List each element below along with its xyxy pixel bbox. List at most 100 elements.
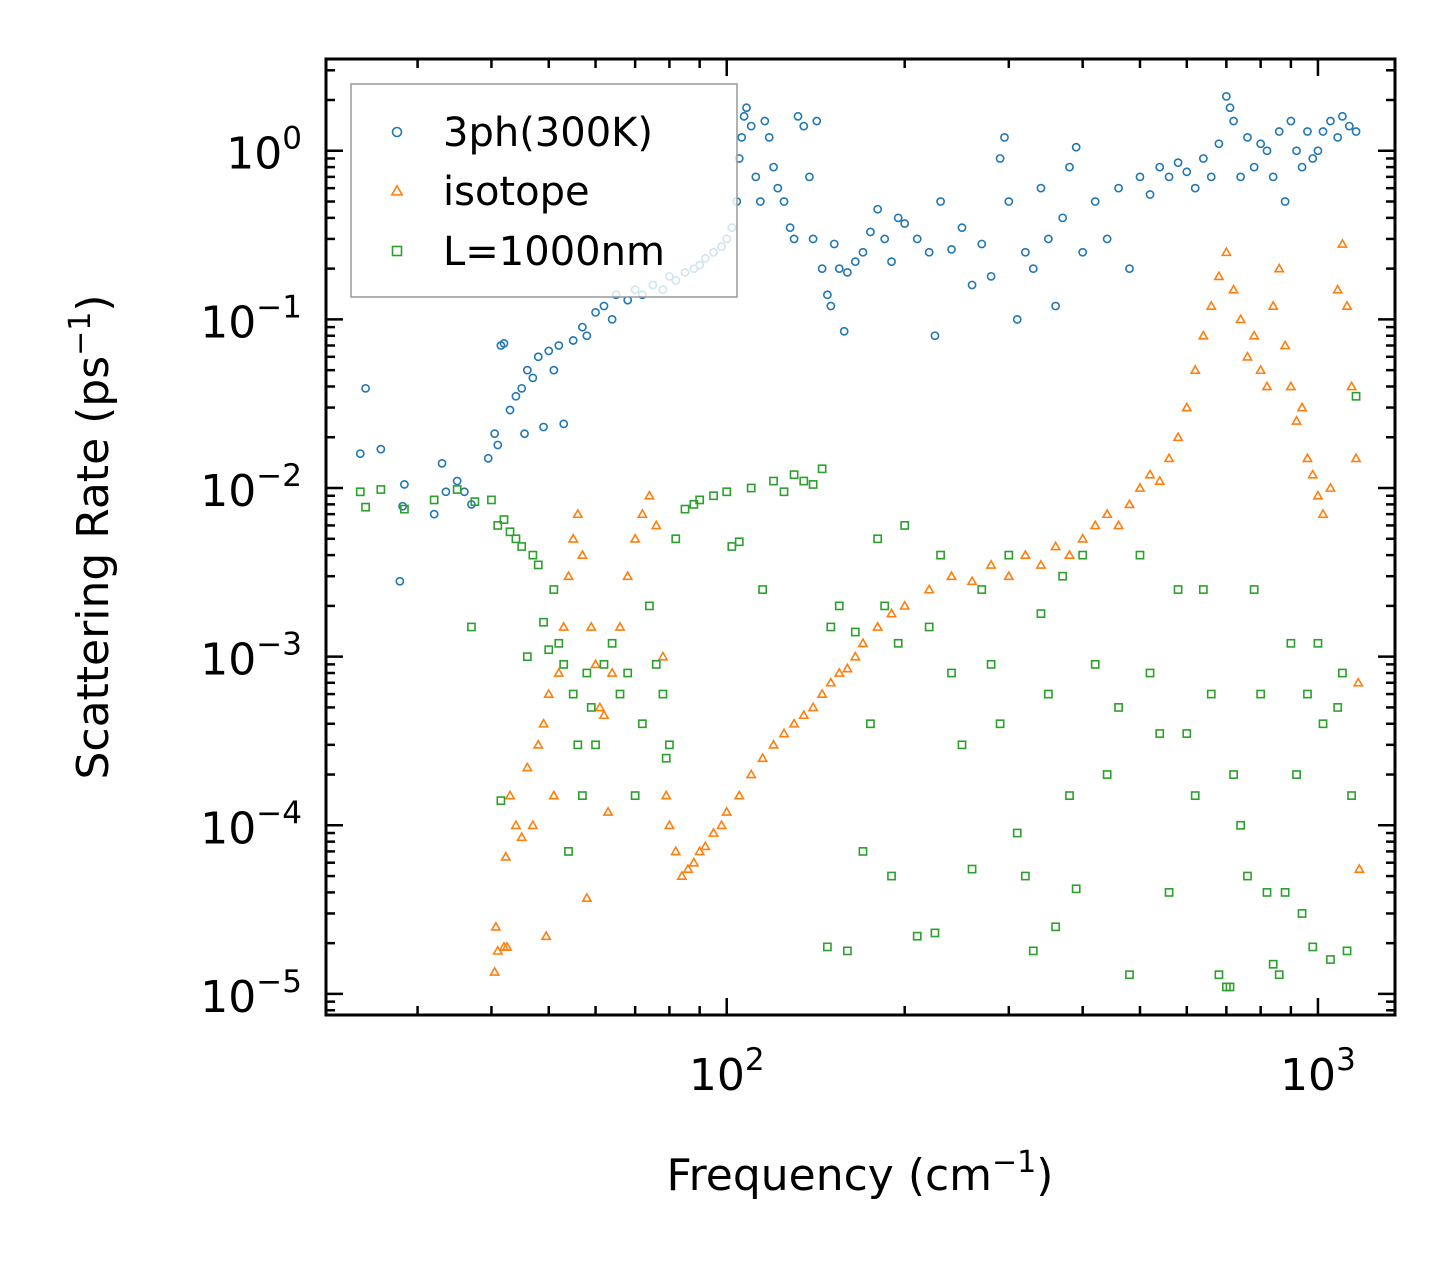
- data-point: [1135, 172, 1145, 182]
- data-point: [779, 197, 789, 206]
- data-point: [1318, 719, 1328, 729]
- data-point: [1308, 154, 1318, 163]
- data-point: [586, 703, 596, 712]
- data-point: [594, 701, 606, 712]
- data-point: [834, 601, 844, 611]
- data-point: [900, 521, 910, 530]
- y-tick-label: 10−3: [200, 627, 302, 686]
- data-point: [645, 601, 654, 611]
- legend-box: [350, 83, 738, 298]
- data-point: [1071, 884, 1081, 894]
- data-point: [622, 570, 634, 581]
- data-point: [899, 600, 911, 610]
- data-point: [742, 103, 751, 113]
- data-point: [505, 527, 515, 537]
- data-point: [1190, 791, 1200, 800]
- data-point: [1326, 955, 1335, 964]
- y-tick-label: 10−5: [200, 964, 302, 1023]
- data-point: [887, 257, 896, 267]
- data-point: [510, 819, 522, 830]
- x-axis-title: Frequency (cm−1): [667, 1145, 1054, 1201]
- series-L=1000nm: [355, 391, 1361, 992]
- legend-label: isotope: [443, 169, 590, 215]
- data-point: [1198, 585, 1208, 594]
- data-point: [694, 845, 706, 856]
- data-point: [1229, 116, 1238, 126]
- data-point: [817, 264, 827, 274]
- data-point: [467, 622, 476, 632]
- data-point: [1020, 247, 1030, 257]
- data-point: [361, 502, 370, 512]
- data-point: [1145, 668, 1155, 678]
- data-point: [716, 819, 728, 830]
- data-point: [757, 752, 769, 763]
- data-point: [936, 197, 945, 206]
- data-point: [1336, 238, 1348, 248]
- data-point: [585, 621, 597, 631]
- data-point: [517, 383, 527, 393]
- data-point: [650, 519, 662, 530]
- data-point: [834, 264, 844, 274]
- data-point: [395, 576, 405, 586]
- data-point: [1249, 585, 1259, 594]
- data-point: [1125, 264, 1134, 274]
- data-point: [501, 941, 513, 951]
- data-point: [361, 383, 370, 393]
- data-point: [768, 739, 780, 749]
- data-point: [1000, 132, 1009, 142]
- data-point: [858, 847, 868, 856]
- data-point: [1077, 533, 1089, 543]
- data-point: [1125, 970, 1134, 980]
- data-point: [636, 508, 648, 519]
- plot-markers: [355, 92, 1365, 992]
- data-point: [1303, 127, 1312, 136]
- data-point: [1241, 351, 1253, 361]
- data-point: [511, 391, 521, 401]
- data-point: [1291, 415, 1303, 425]
- data-point: [746, 483, 756, 493]
- data-point: [591, 308, 600, 317]
- data-point: [528, 373, 538, 383]
- data-point: [493, 521, 503, 530]
- data-point: [769, 476, 778, 486]
- data-point: [429, 495, 439, 505]
- data-point: [643, 489, 655, 500]
- data-point: [826, 622, 836, 632]
- data-point: [1181, 401, 1193, 412]
- data-point: [521, 761, 533, 772]
- legend-marker-triangle: [390, 184, 404, 196]
- data-point: [843, 946, 852, 956]
- data-point: [1313, 146, 1323, 156]
- data-point: [1228, 283, 1240, 294]
- data-point: [886, 607, 898, 618]
- data-point: [452, 476, 462, 486]
- data-point: [1262, 888, 1272, 897]
- data-point: [355, 449, 365, 459]
- data-point: [873, 204, 883, 214]
- data-point: [670, 845, 682, 856]
- data-point: [1028, 264, 1038, 274]
- data-point: [599, 301, 609, 311]
- y-tick-label: 10−4: [200, 795, 302, 854]
- data-point: [581, 892, 593, 903]
- data-point: [1035, 559, 1047, 569]
- data-point: [1317, 508, 1329, 519]
- data-point: [709, 491, 718, 501]
- data-point: [1351, 391, 1361, 401]
- data-point: [1012, 828, 1022, 838]
- data-point: [822, 942, 832, 952]
- data-point: [549, 365, 559, 375]
- data-point: [564, 847, 573, 856]
- data-point: [947, 245, 956, 254]
- data-point: [1163, 452, 1175, 463]
- data-point: [516, 831, 528, 842]
- data-point: [606, 667, 618, 677]
- data-point: [873, 534, 883, 544]
- data-point: [598, 709, 610, 720]
- data-point: [1296, 401, 1308, 412]
- data-point: [1189, 364, 1201, 375]
- data-point: [562, 570, 575, 581]
- data-point: [849, 650, 861, 661]
- data-point: [528, 550, 538, 560]
